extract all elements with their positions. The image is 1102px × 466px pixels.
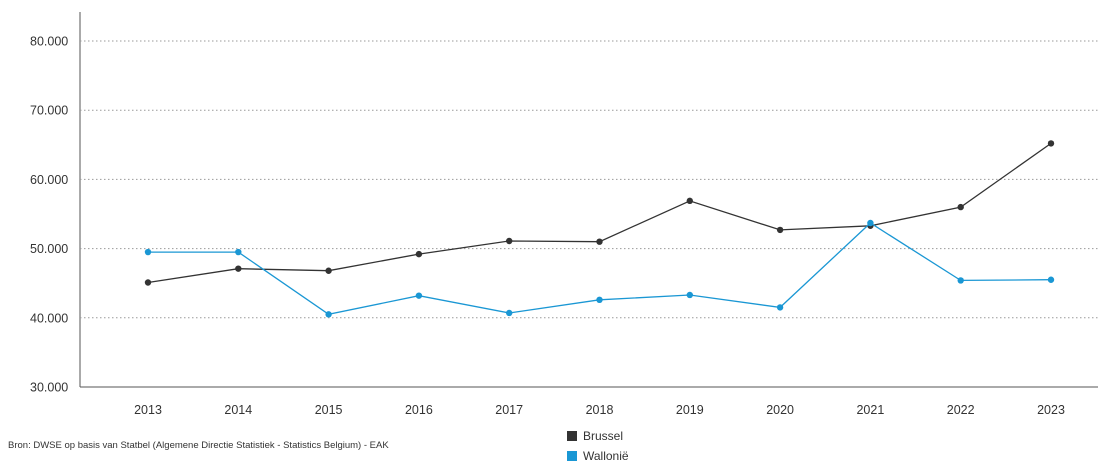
legend-item-wallonie: Wallonië [567,446,629,466]
x-tick-label-2018: 2018 [586,403,614,417]
data-point-brussel-2019 [686,197,693,205]
data-point-walloni-2020 [776,304,784,311]
legend: Brussel Wallonië [567,426,629,466]
data-point-walloni-2016 [415,292,423,299]
x-tick-label-2013: 2013 [134,403,162,417]
y-tick-label-80000: 80.000 [30,35,68,49]
data-point-brussel-2014 [235,265,242,272]
x-tick-label-2014: 2014 [224,403,252,417]
x-tick-label-2015: 2015 [315,403,343,417]
x-tick-label-2021: 2021 [856,403,884,417]
data-point-walloni-2021 [867,219,874,227]
legend-label-brussel: Brussel [583,429,624,443]
legend-label-wallonie: Wallonië [583,449,629,463]
data-point-walloni-2023 [1047,276,1055,283]
legend-swatch-wallonie [567,451,577,461]
x-tick-label-2023: 2023 [1037,403,1065,417]
data-point-brussel-2016 [415,250,423,258]
x-tick-label-2017: 2017 [495,403,523,417]
source-note: Bron: DWSE op basis van Statbel (Algemen… [8,440,389,451]
data-point-walloni-2014 [235,248,242,256]
data-point-brussel-2023 [1047,140,1055,147]
data-point-walloni-2022 [957,277,964,284]
data-point-walloni-2015 [325,311,332,318]
y-tick-label-50000: 50.000 [30,242,68,256]
data-point-walloni-2018 [596,296,603,304]
y-tick-label-70000: 70.000 [30,104,68,118]
series-line-brussel [147,142,1052,284]
y-tick-label-30000: 30.000 [30,381,68,395]
x-tick-label-2019: 2019 [676,403,704,417]
legend-swatch-brussel [567,431,577,441]
data-point-brussel-2013 [144,279,152,286]
y-tick-label-60000: 60.000 [30,173,68,187]
data-point-brussel-2022 [957,203,964,211]
data-point-walloni-2013 [144,248,152,256]
legend-item-brussel: Brussel [567,426,629,446]
data-point-brussel-2017 [506,237,513,245]
data-point-walloni-2017 [506,309,513,317]
data-point-walloni-2019 [686,291,693,299]
x-tick-label-2016: 2016 [405,403,433,417]
data-point-brussel-2018 [596,238,603,245]
x-tick-label-2020: 2020 [766,403,794,417]
data-point-brussel-2020 [776,226,784,234]
data-point-brussel-2015 [325,267,332,274]
x-tick-label-2022: 2022 [947,403,975,417]
y-tick-label-40000: 40.000 [30,311,68,325]
